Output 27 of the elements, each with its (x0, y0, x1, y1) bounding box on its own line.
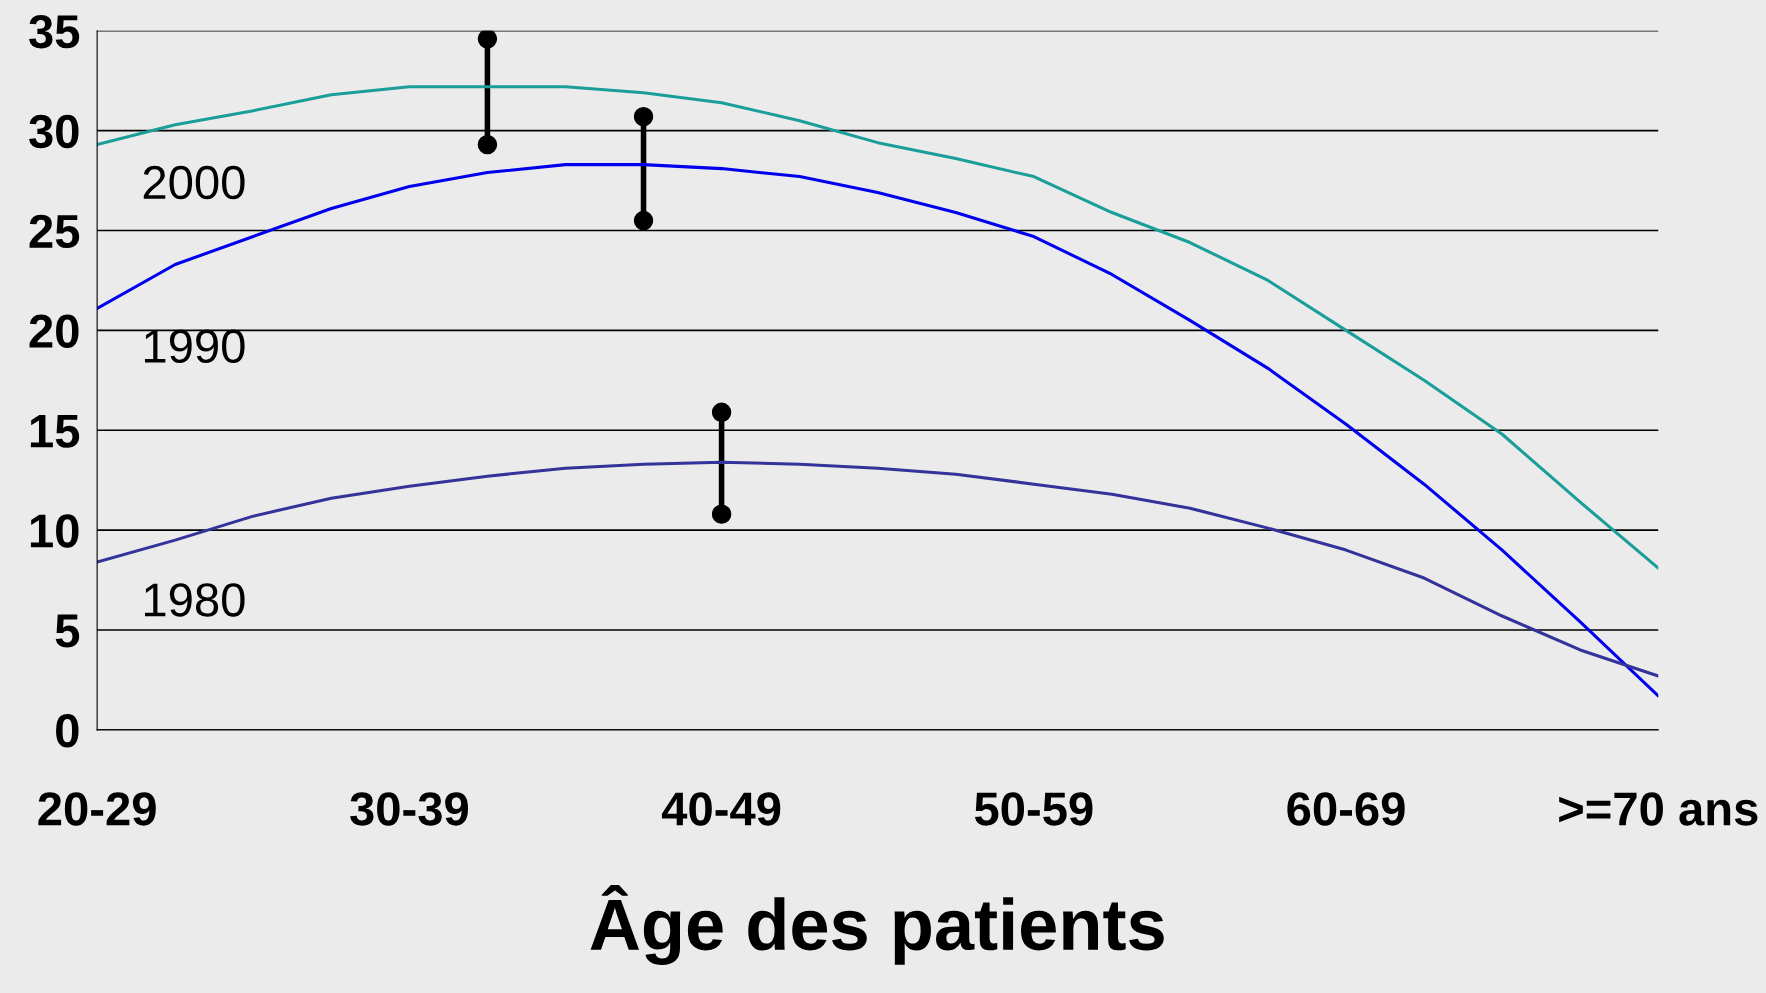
y-tick-label: 5 (55, 614, 80, 648)
point (711, 504, 732, 524)
point (633, 106, 654, 127)
series-label: 1980 (144, 583, 245, 617)
point (711, 402, 732, 422)
x-axis-title: Âge des patients (590, 884, 1164, 965)
series-label: 1990 (144, 329, 245, 364)
point (477, 30, 498, 49)
series-label: 2000 (143, 165, 245, 200)
point (633, 210, 654, 231)
y-tick-label: 25 (29, 214, 80, 249)
y-tick-label: 10 (30, 514, 79, 548)
y-tick-label: 0 (56, 713, 79, 748)
x-tick-label: 40-49 (661, 792, 781, 826)
y-tick-label: 30 (29, 114, 79, 149)
x-tick-label: 60-69 (1287, 792, 1405, 826)
x-tick-label: 50-59 (974, 792, 1093, 826)
line-series (97, 163, 1659, 698)
line-series (97, 460, 1659, 678)
x-tick-label: 30-39 (350, 792, 468, 826)
y-tick-label: 15 (30, 414, 80, 448)
y-tick-label: 20 (29, 314, 79, 348)
line-series (97, 85, 1659, 570)
y-tick-label: 35 (29, 14, 80, 49)
point (477, 134, 498, 155)
x-tick-label: 20-29 (38, 792, 156, 826)
x-tick-label: >=70 ans (1559, 792, 1758, 826)
